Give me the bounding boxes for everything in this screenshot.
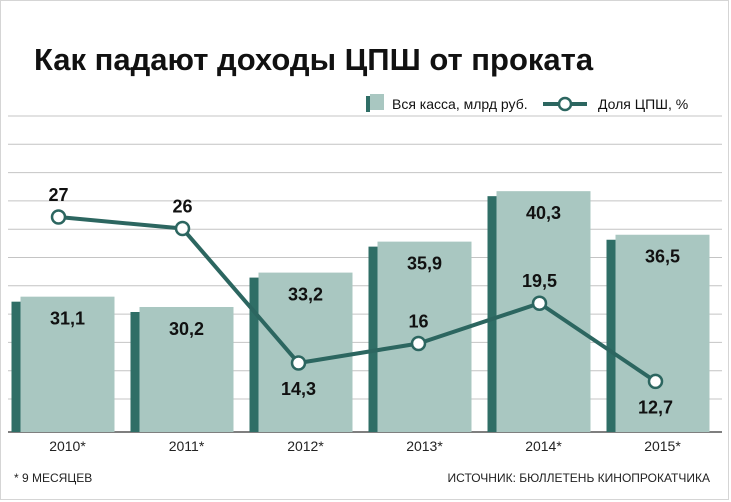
source-note: ИСТОЧНИК: БЮЛЛЕТЕНЬ КИНОПРОКАТЧИКА: [448, 471, 710, 485]
series-line: [58, 215, 657, 384]
line-value-label: 26: [172, 197, 192, 217]
x-tick-label: 2013*: [406, 438, 443, 454]
legend-bar-swatch: [370, 94, 384, 110]
labels-layer: 31,1 30,2 33,2 35,9 40,3 36,5 27 26 14,3 16 19,5 12…: [48, 185, 680, 417]
bars-layer: [11, 191, 710, 432]
line-point: [290, 355, 307, 371]
line-value-label: 19,5: [522, 271, 557, 291]
bar-value-label: 31,1: [50, 309, 85, 329]
line-point: [174, 220, 191, 237]
x-tick-label: 2011*: [169, 438, 205, 454]
x-axis-ticks: 2010* 2011* 2012* 2013* 2014* 2015*: [49, 438, 681, 454]
line-point: [50, 209, 67, 225]
legend-line-marker: [557, 96, 573, 112]
bar: [615, 234, 710, 432]
legend: Вся касса, млрд руб. Доля ЦПШ, %: [366, 94, 688, 112]
x-tick-label: 2012*: [287, 438, 324, 454]
grid-lines: [8, 115, 722, 433]
bar-value-label: 36,5: [645, 247, 680, 267]
bar-side: [11, 301, 21, 432]
line-value-label: 16: [408, 311, 428, 331]
x-tick-label: 2014*: [525, 438, 562, 454]
line-point: [410, 335, 427, 352]
bar-side: [487, 196, 497, 432]
line-point: [647, 373, 664, 390]
bar: [258, 272, 353, 432]
bar-side: [249, 277, 259, 432]
bar: [20, 296, 115, 432]
bar-value-label: 33,2: [288, 285, 323, 305]
line-point: [531, 295, 548, 311]
line-value-label: 12,7: [638, 397, 673, 417]
bar: [139, 306, 234, 432]
bar-value-label: 35,9: [407, 254, 442, 274]
chart-title: Как падают доходы ЦПШ от проката: [34, 42, 594, 77]
legend-line-label: Доля ЦПШ, %: [598, 96, 688, 112]
bar-value-label: 40,3: [526, 203, 561, 223]
line-value-label: 14,3: [281, 379, 316, 399]
footnote: * 9 МЕСЯЦЕВ: [14, 471, 92, 485]
x-tick-label: 2010*: [49, 438, 86, 454]
line-layer: [50, 209, 664, 390]
x-tick-label: 2015*: [644, 438, 681, 454]
bar-side: [606, 239, 616, 432]
line-value-label: 27: [48, 185, 68, 205]
bar-side: [130, 311, 140, 432]
bar: [377, 241, 472, 432]
legend-bars-label: Вся касса, млрд руб.: [392, 96, 528, 112]
bar-side: [368, 246, 378, 432]
bar-value-label: 30,2: [169, 319, 204, 339]
legend-bar-swatch-side: [366, 96, 370, 112]
